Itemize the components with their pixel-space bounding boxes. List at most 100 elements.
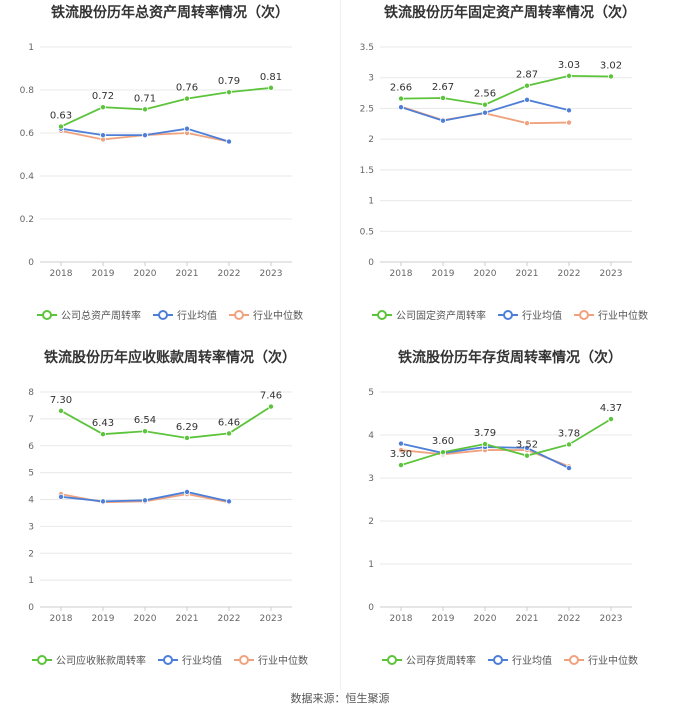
legend-item-company[interactable]: 公司应收账款周转率 — [32, 652, 146, 667]
data-point-company[interactable] — [481, 101, 488, 108]
y-tick-label: 0 — [368, 258, 374, 268]
data-point-company[interactable] — [267, 403, 274, 410]
x-tick-label: 2018 — [50, 269, 73, 279]
data-point-company[interactable] — [607, 73, 614, 80]
data-label: 0.63 — [50, 111, 72, 122]
x-tick-label: 2023 — [600, 614, 623, 624]
x-tick-label: 2022 — [218, 614, 241, 624]
x-tick-label: 2019 — [432, 269, 455, 279]
data-point-company[interactable] — [141, 106, 148, 113]
data-point-avg[interactable] — [183, 488, 190, 495]
data-point-company[interactable] — [267, 84, 274, 91]
data-point-avg[interactable] — [523, 96, 530, 103]
data-point-avg[interactable] — [565, 107, 572, 114]
y-tick-label: 1 — [28, 576, 34, 586]
x-tick-label: 2019 — [92, 269, 115, 279]
data-point-avg[interactable] — [440, 117, 447, 124]
data-point-company[interactable] — [141, 428, 148, 435]
data-label: 3.79 — [474, 428, 496, 439]
data-point-company[interactable] — [481, 441, 488, 448]
y-tick-label: 8 — [28, 388, 34, 398]
x-tick-label: 2023 — [600, 269, 623, 279]
series-line-company — [400, 418, 612, 466]
data-point-company[interactable] — [58, 407, 65, 414]
x-tick-label: 2021 — [176, 269, 199, 279]
y-tick-label: 0.4 — [20, 172, 35, 182]
data-label: 7.46 — [260, 391, 282, 402]
legend-avg-icon — [488, 654, 508, 665]
data-label: 0.72 — [92, 91, 114, 102]
chart-title: 铁流股份历年固定资产周转率情况（次） — [384, 5, 636, 21]
data-point-company[interactable] — [565, 72, 572, 79]
data-point-avg[interactable] — [141, 132, 148, 139]
legend-item-avg[interactable]: 行业均值 — [488, 652, 552, 667]
data-label: 7.30 — [50, 395, 72, 406]
x-tick-label: 2020 — [134, 614, 157, 624]
y-tick-label: 4 — [368, 431, 374, 441]
data-point-company[interactable] — [183, 434, 190, 441]
data-label: 0.79 — [218, 76, 240, 87]
data-point-avg[interactable] — [481, 109, 488, 116]
data-point-avg[interactable] — [398, 104, 405, 111]
data-point-company[interactable] — [100, 104, 107, 111]
chart-title: 铁流股份历年总资产周转率情况（次） — [51, 5, 289, 21]
data-point-avg[interactable] — [100, 498, 107, 505]
series-line-company — [400, 74, 612, 106]
legend-item-median[interactable]: 行业中位数 — [229, 307, 303, 322]
legend-item-company[interactable]: 公司存货周转率 — [382, 652, 476, 667]
data-point-avg[interactable] — [523, 444, 530, 451]
x-tick-label: 2022 — [218, 269, 241, 279]
data-point-company[interactable] — [100, 431, 107, 438]
data-point-company[interactable] — [440, 449, 447, 456]
y-tick-label: 0 — [368, 603, 374, 613]
data-point-avg[interactable] — [565, 465, 572, 472]
y-tick-label: 0.8 — [20, 86, 35, 96]
legend-avg-icon — [498, 309, 518, 320]
data-point-company[interactable] — [58, 123, 65, 130]
data-point-avg[interactable] — [398, 440, 405, 447]
data-point-company[interactable] — [607, 416, 614, 423]
data-label: 0.76 — [176, 83, 198, 94]
data-point-avg[interactable] — [225, 498, 232, 505]
data-point-company[interactable] — [565, 441, 572, 448]
data-point-median[interactable] — [398, 447, 405, 454]
data-label: 0.81 — [260, 72, 282, 83]
legend-item-avg[interactable]: 行业均值 — [158, 652, 222, 667]
y-tick-label: 3 — [368, 74, 374, 84]
data-point-median[interactable] — [523, 120, 530, 127]
x-tick-label: 2021 — [516, 614, 539, 624]
legend-item-company[interactable]: 公司总资产周转率 — [37, 307, 141, 322]
data-point-avg[interactable] — [58, 493, 65, 500]
data-point-company[interactable] — [398, 462, 405, 469]
legend-item-company[interactable]: 公司固定资产周转率 — [372, 307, 486, 322]
data-point-median[interactable] — [565, 119, 572, 126]
y-tick-label: 1.5 — [360, 166, 374, 176]
data-point-company[interactable] — [398, 95, 405, 102]
legend-item-median[interactable]: 行业中位数 — [234, 652, 308, 667]
data-point-company[interactable] — [225, 430, 232, 437]
legend-item-avg[interactable]: 行业均值 — [153, 307, 217, 322]
x-tick-label: 2018 — [390, 614, 413, 624]
data-point-avg[interactable] — [225, 138, 232, 145]
data-point-avg[interactable] — [100, 132, 107, 139]
legend-item-median[interactable]: 行业中位数 — [564, 652, 638, 667]
x-tick-label: 2020 — [474, 269, 497, 279]
data-point-company[interactable] — [523, 82, 530, 89]
legend-median-icon — [564, 654, 584, 665]
data-point-company[interactable] — [225, 89, 232, 96]
data-source-footer: 数据来源：恒生聚源 — [290, 692, 390, 705]
y-tick-label: 0.2 — [20, 215, 34, 225]
y-tick-label: 2.5 — [360, 104, 374, 114]
data-point-company[interactable] — [183, 95, 190, 102]
chart-title: 铁流股份历年应收账款周转率情况（次） — [44, 350, 296, 366]
data-label: 2.66 — [390, 83, 412, 94]
data-point-avg[interactable] — [141, 497, 148, 504]
legend-item-median[interactable]: 行业中位数 — [574, 307, 648, 322]
data-point-company[interactable] — [440, 94, 447, 101]
data-label: 3.03 — [558, 60, 580, 71]
data-label: 6.29 — [176, 422, 198, 433]
legend-avg-icon — [158, 654, 178, 665]
data-point-avg[interactable] — [183, 125, 190, 132]
data-point-company[interactable] — [523, 452, 530, 459]
legend-item-avg[interactable]: 行业均值 — [498, 307, 562, 322]
